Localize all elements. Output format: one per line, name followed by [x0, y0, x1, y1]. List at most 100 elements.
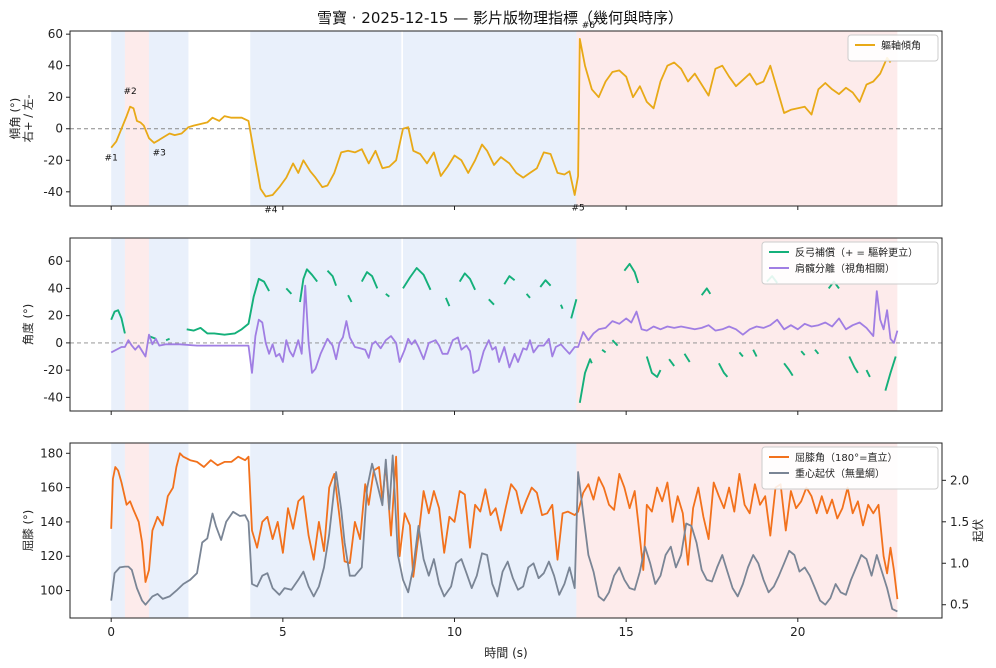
series-layer: [110, 452, 899, 613]
y-tick-label: 60: [48, 254, 63, 268]
y-right-tick-label: 1.5: [950, 515, 969, 529]
y-tick-label: 180: [40, 446, 63, 460]
phase-band: [576, 31, 898, 206]
series-line-middle-2-segment: [865, 369, 871, 378]
legend-label: 屈膝角（180°=直立）: [795, 451, 897, 464]
series-line-middle-0-segment: [326, 270, 337, 287]
y-right-axis-label: 起伏: [971, 519, 985, 542]
x-axis-label: 時間 (s): [484, 646, 527, 660]
y-tick-label: 140: [40, 515, 63, 529]
y-axis-sublabel: 右+ / 左-: [21, 95, 35, 143]
series-line-middle-2-segment: [718, 362, 729, 378]
legend-label: 重心起伏（無量綱）: [795, 467, 885, 480]
plot-frame: [69, 237, 943, 412]
series-line-middle-0-segment: [347, 294, 353, 303]
x-tick-label: 20: [790, 625, 805, 639]
series-line-middle-0-segment: [539, 279, 552, 288]
series-line-middle-1: [110, 284, 899, 374]
legend-label: 軀軸傾角: [881, 39, 921, 52]
y-tick-label: -20: [43, 363, 63, 377]
series-line-bottom-0: [110, 452, 899, 600]
y-tick-label: 60: [48, 27, 63, 41]
x-tick-label: 15: [619, 625, 634, 639]
panel-bottom: 0 5 10 15 20 100 120 140 160 180 屈膝 (°) 0.5 1.0 1.5 2.…: [21, 442, 985, 639]
x-tick-label: 5: [279, 625, 287, 639]
plot-frame: [69, 442, 943, 619]
legend-box: [761, 446, 939, 490]
phase-band: [403, 443, 577, 618]
series-line-middle-0-segment: [445, 297, 451, 307]
series-line-middle-2-segment: [623, 262, 640, 284]
series-line-middle-0-segment: [458, 272, 476, 291]
series-line-middle-0-segment: [525, 293, 531, 299]
phase-band: [148, 31, 189, 206]
phase-band: [148, 443, 189, 618]
event-annotation: #1: [105, 153, 118, 163]
legend: 軀軸傾角: [847, 34, 939, 62]
chart-title: 雪寶 · 2025-12-15 — 影片版物理指標（幾何與時序）: [317, 9, 683, 27]
series-line-middle-0-segment: [560, 304, 564, 310]
series-line-middle-2-segment: [783, 362, 794, 377]
series-line-top-0: [110, 38, 892, 198]
series-line-middle-2-segment: [611, 339, 619, 347]
series-layer: [110, 38, 892, 198]
y-tick-label: 120: [40, 549, 63, 563]
event-annotation: #5: [571, 204, 584, 214]
phase-band: [124, 443, 149, 618]
panel-top: -40 -20 0 20 40 60 傾角 (°) 右+ / 左- #1 #2 #3 #4 #5 #6 軀軸…: [8, 21, 943, 215]
series-line-middle-2-segment: [848, 356, 859, 374]
x-tick-label: 10: [447, 625, 462, 639]
y-axis-label: 角度 (°): [21, 304, 35, 345]
series-line-bottom-1: [110, 454, 898, 613]
legend: 屈膝角（180°=直立） 重心起伏（無量綱）: [761, 446, 939, 490]
series-line-middle-2-segment: [645, 356, 662, 378]
y-tick-label: -40: [43, 185, 63, 199]
y-tick-label: -40: [43, 390, 63, 404]
y-tick-label: 0: [55, 336, 63, 350]
legend-box: [761, 241, 939, 285]
series-line-middle-2-segment: [752, 349, 758, 357]
event-annotation: #6: [582, 21, 596, 31]
series-line-middle-2-segment: [601, 348, 607, 354]
series-line-middle-0-segment: [503, 275, 516, 285]
series-line-middle-2-segment: [800, 350, 806, 356]
plot-frame: [69, 30, 943, 207]
y-tick-label: 100: [40, 584, 63, 598]
legend-box: [847, 34, 939, 62]
event-annotation: #2: [123, 87, 136, 97]
phase-band: [403, 31, 577, 206]
series-line-middle-0-segment: [186, 277, 270, 336]
series-line-middle-2-segment: [578, 358, 593, 403]
y-right-tick-label: 0.5: [950, 598, 969, 612]
phase-band: [111, 238, 125, 411]
series-line-middle-0-segment: [110, 309, 126, 334]
y-right-tick-label: 2.0: [950, 473, 969, 487]
y-axis-label: 傾角 (°): [8, 98, 22, 139]
legend-label: 肩髖分離（視角相關）: [795, 262, 895, 275]
y-tick-label: 40: [48, 281, 63, 295]
series-line-middle-2-segment: [683, 353, 691, 363]
series-line-middle-0-segment: [402, 267, 432, 291]
legend-label: 反弓補償（+ = 驅幹更立）: [795, 246, 918, 259]
y-tick-label: 0: [55, 122, 63, 136]
phase-band: [111, 31, 125, 206]
series-line-middle-0-segment: [285, 287, 293, 295]
phase-band: [403, 238, 577, 411]
phase-band: [250, 31, 402, 206]
y-tick-label: 20: [48, 309, 63, 323]
y-tick-label: 40: [48, 59, 63, 73]
series-line-middle-0-segment: [570, 299, 578, 319]
event-annotation: #3: [153, 149, 166, 159]
legend: 反弓補償（+ = 驅幹更立） 肩髖分離（視角相關）: [761, 241, 939, 285]
y-axis-label: 屈膝 (°): [21, 510, 35, 551]
x-tick-label: 0: [107, 625, 115, 639]
phase-band: [124, 238, 149, 411]
y-tick-label: 20: [48, 90, 63, 104]
panel-middle: -40 -20 0 20 40 60 角度 (°) 反弓補償（+ = 驅幹更立） 肩髖分離（視角…: [21, 237, 943, 415]
phase-band: [148, 238, 189, 411]
series-line-middle-2-segment: [668, 358, 675, 367]
y-right-tick-label: 1.0: [950, 556, 969, 570]
series-line-middle-2-segment: [814, 349, 820, 355]
series-line-middle-0-segment: [299, 268, 318, 303]
